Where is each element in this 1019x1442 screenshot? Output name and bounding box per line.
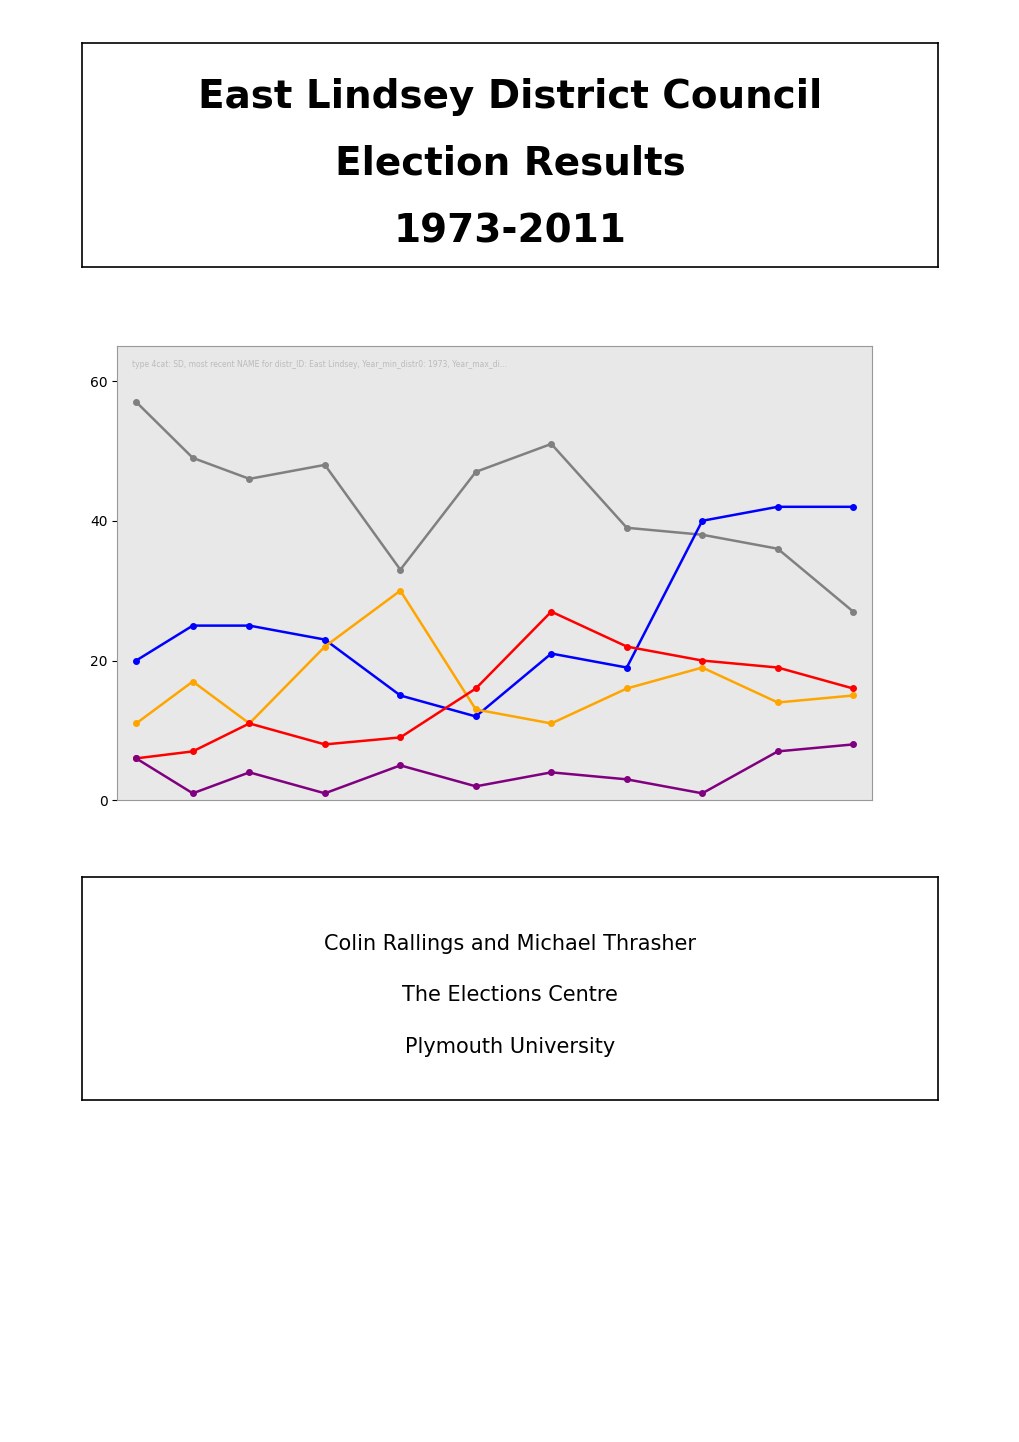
Text: East Lindsey District Council: East Lindsey District Council [198, 78, 821, 115]
Text: Colin Rallings and Michael Thrasher: Colin Rallings and Michael Thrasher [324, 934, 695, 953]
Text: Plymouth University: Plymouth University [405, 1037, 614, 1057]
Text: Election Results: Election Results [334, 146, 685, 183]
Text: type 4cat: SD, most recent NAME for distr_ID: East Lindsey, Year_min_distr0: 197: type 4cat: SD, most recent NAME for dist… [132, 359, 506, 369]
Text: 1973-2011: 1973-2011 [393, 212, 626, 249]
Text: The Elections Centre: The Elections Centre [401, 985, 618, 1005]
